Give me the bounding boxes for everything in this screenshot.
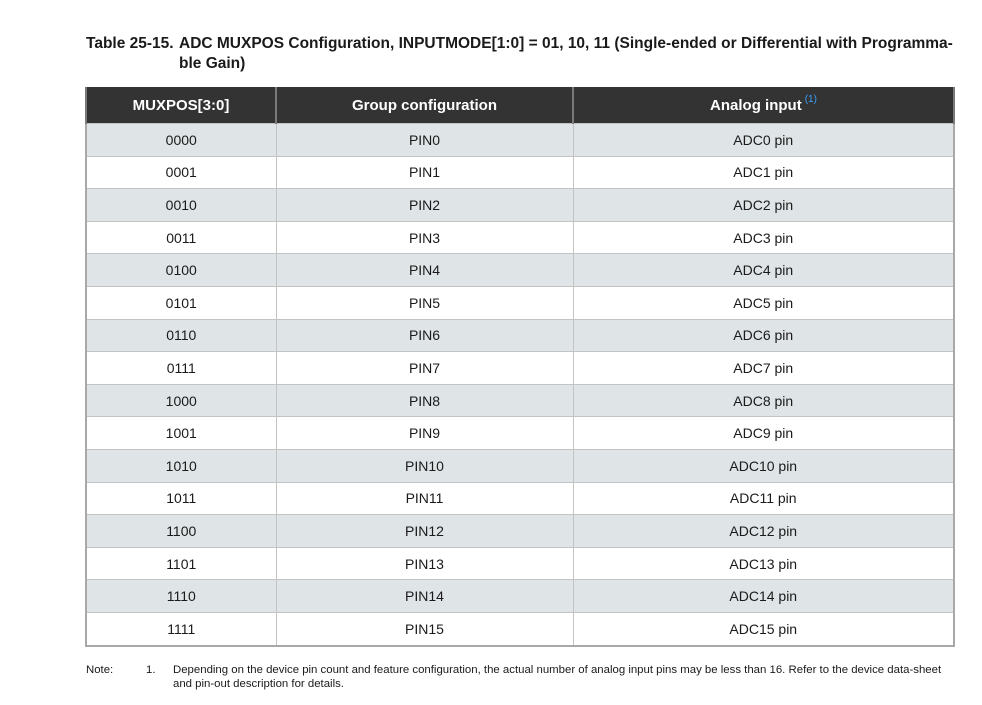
cell-analog-input: ADC10 pin xyxy=(572,448,955,483)
cell-muxpos: 0111 xyxy=(85,351,277,385)
cell-analog-input: ADC5 pin xyxy=(572,285,955,320)
table-row: 0000 PIN0 ADC0 pin xyxy=(85,123,955,157)
cell-group: PIN7 xyxy=(275,351,574,385)
cell-group: PIN14 xyxy=(275,579,574,613)
cell-analog-input: ADC3 pin xyxy=(572,220,955,255)
note-number: 1. xyxy=(146,664,156,676)
cell-group: PIN4 xyxy=(275,253,574,287)
cell-group: PIN0 xyxy=(275,123,574,157)
cell-muxpos: 0010 xyxy=(85,188,277,222)
cell-analog-input: ADC4 pin xyxy=(572,253,955,287)
cell-group: PIN2 xyxy=(275,188,574,222)
table-caption: Table 25-15. ADC MUXPOS Configuration, I… xyxy=(86,34,966,74)
cell-group: PIN5 xyxy=(275,285,574,320)
table-number: Table 25-15. xyxy=(86,35,174,52)
cell-analog-input: ADC11 pin xyxy=(572,481,955,516)
table-row: 0010 PIN2 ADC2 pin xyxy=(85,188,955,222)
note-text: Depending on the device pin count and fe… xyxy=(173,664,942,690)
cell-group: PIN10 xyxy=(275,448,574,483)
cell-group: PIN11 xyxy=(275,481,574,516)
cell-muxpos: 0101 xyxy=(85,285,277,320)
cell-muxpos: 1000 xyxy=(85,383,277,418)
muxpos-table: MUXPOS[3:0] Group configuration Analog i… xyxy=(85,87,955,647)
cell-group: PIN3 xyxy=(275,220,574,255)
table-row: 1000 PIN8 ADC8 pin xyxy=(85,383,955,418)
cell-muxpos: 1001 xyxy=(85,416,277,450)
table-row: 1010 PIN10 ADC10 pin xyxy=(85,448,955,483)
note-label: Note: xyxy=(86,664,114,676)
cell-analog-input: ADC1 pin xyxy=(572,155,955,190)
cell-analog-input: ADC12 pin xyxy=(572,514,955,548)
cell-muxpos: 0001 xyxy=(85,155,277,190)
cell-analog-input: ADC13 pin xyxy=(572,546,955,581)
header-group-configuration: Group configuration xyxy=(275,87,574,124)
cell-muxpos: 1111 xyxy=(85,611,277,647)
header-group-label: Group configuration xyxy=(352,96,497,114)
cell-muxpos: 0011 xyxy=(85,220,277,255)
table-row: 0100 PIN4 ADC4 pin xyxy=(85,253,955,287)
cell-analog-input: ADC8 pin xyxy=(572,383,955,418)
cell-analog-input: ADC2 pin xyxy=(572,188,955,222)
table-row: 0101 PIN5 ADC5 pin xyxy=(85,285,955,320)
table-row: 0001 PIN1 ADC1 pin xyxy=(85,155,955,190)
cell-group: PIN13 xyxy=(275,546,574,581)
cell-muxpos: 1101 xyxy=(85,546,277,581)
header-muxpos-label: MUXPOS[3:0] xyxy=(132,96,230,114)
table-row: 0011 PIN3 ADC3 pin xyxy=(85,220,955,255)
header-row: MUXPOS[3:0] Group configuration Analog i… xyxy=(85,87,955,124)
table-row: 1011 PIN11 ADC11 pin xyxy=(85,481,955,516)
cell-muxpos: 1011 xyxy=(85,481,277,516)
cell-analog-input: ADC14 pin xyxy=(572,579,955,613)
cell-group: PIN6 xyxy=(275,318,574,353)
cell-muxpos: 1110 xyxy=(85,579,277,613)
header-muxpos: MUXPOS[3:0] xyxy=(85,87,277,124)
table-row: 0110 PIN6 ADC6 pin xyxy=(85,318,955,353)
cell-group: PIN8 xyxy=(275,383,574,418)
cell-analog-input: ADC0 pin xyxy=(572,123,955,157)
cell-analog-input: ADC7 pin xyxy=(572,351,955,385)
table-row: 1111 PIN15 ADC15 pin xyxy=(85,611,955,647)
table-body: 0000 PIN0 ADC0 pin 0001 PIN1 ADC1 pin 0010 PIN2… xyxy=(85,123,955,647)
cell-analog-input: ADC9 pin xyxy=(572,416,955,450)
table-title: ADC MUXPOS Configuration, INPUTMODE[1:0]… xyxy=(179,35,953,72)
cell-group: PIN15 xyxy=(275,611,574,647)
table-row: 1110 PIN14 ADC14 pin xyxy=(85,579,955,613)
cell-muxpos: 1100 xyxy=(85,514,277,548)
cell-muxpos: 0110 xyxy=(85,318,277,353)
table-row: 1001 PIN9 ADC9 pin xyxy=(85,416,955,450)
cell-muxpos: 1010 xyxy=(85,448,277,483)
table-note: Note: 1. Depending on the device pin cou… xyxy=(86,663,956,691)
cell-group: PIN12 xyxy=(275,514,574,548)
table-row: 1100 PIN12 ADC12 pin xyxy=(85,514,955,548)
cell-muxpos: 0000 xyxy=(85,123,277,157)
footnote-reference[interactable]: (1) xyxy=(804,93,817,105)
cell-analog-input: ADC6 pin xyxy=(572,318,955,353)
table-row: 0111 PIN7 ADC7 pin xyxy=(85,351,955,385)
header-analog-input: Analog input (1) xyxy=(572,87,955,124)
cell-group: PIN1 xyxy=(275,155,574,190)
header-analog-label: Analog input xyxy=(710,96,802,114)
table-row: 1101 PIN13 ADC13 pin xyxy=(85,546,955,581)
cell-muxpos: 0100 xyxy=(85,253,277,287)
cell-group: PIN9 xyxy=(275,416,574,450)
cell-analog-input: ADC15 pin xyxy=(572,611,955,647)
